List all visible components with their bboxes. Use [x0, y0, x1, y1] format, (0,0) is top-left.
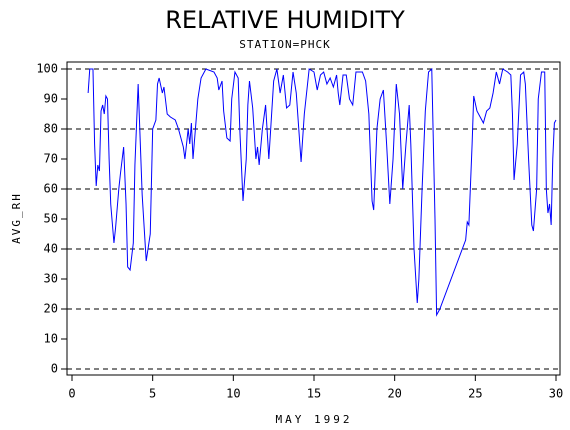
plot-frame [66, 61, 561, 376]
y-tick-label: 20 [44, 302, 58, 316]
x-tick-label: 15 [307, 387, 321, 401]
chart-title: RELATIVE HUMIDITY [165, 6, 405, 34]
y-tick-label: 50 [44, 212, 58, 226]
y-axis-label: AVG_RH [10, 192, 23, 244]
x-tick-label: 25 [468, 387, 482, 401]
x-tick-label: 30 [549, 387, 563, 401]
y-tick-label: 40 [44, 242, 58, 256]
data-line [87, 67, 557, 317]
x-tick-label: 0 [68, 387, 75, 401]
chart-subtitle: STATION=PHCK [239, 38, 330, 51]
y-tick-label: 100 [36, 62, 58, 76]
x-axis-label: MAY 1992 [276, 413, 353, 426]
y-tick-label: 30 [44, 272, 58, 286]
y-tick-label: 70 [44, 152, 58, 166]
x-tick-label: 5 [149, 387, 156, 401]
y-tick-label: 10 [44, 332, 58, 346]
y-tick-label: 90 [44, 92, 58, 106]
y-tick-label: 60 [44, 182, 58, 196]
x-tick-label: 20 [387, 387, 401, 401]
y-tick-label: 80 [44, 122, 58, 136]
y-tick-label: 0 [51, 362, 58, 376]
x-tick-label: 10 [226, 387, 240, 401]
